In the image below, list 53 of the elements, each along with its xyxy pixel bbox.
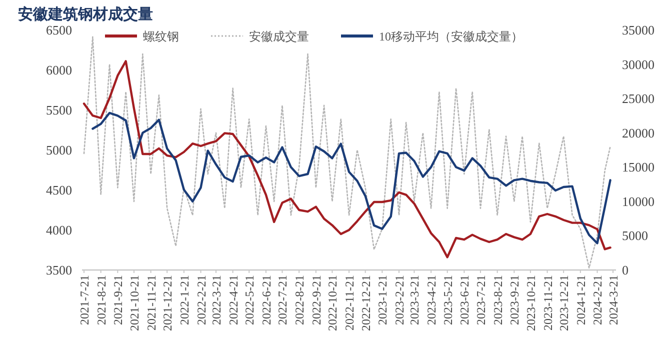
x-tick-label: 2023-11-21: [540, 275, 555, 331]
x-tick-label: 2021-7-21: [78, 275, 92, 325]
y-tick-label: 3500: [46, 262, 72, 278]
y2-tick-label: 10000: [622, 194, 654, 209]
x-tick-label: 2023-12-21: [557, 275, 572, 331]
x-tick-label: 2024-1-21: [574, 275, 588, 325]
x-tick-label: 2022-7-21: [276, 275, 290, 325]
x-tick-label: 2022-10-21: [326, 275, 340, 331]
x-tick-label: 2021-12-21: [160, 275, 175, 331]
x-tick-label: 2023-8-21: [490, 275, 505, 325]
x-tick-label: 2022-11-21: [342, 275, 357, 331]
x-tick-label: 2022-1-21: [177, 275, 192, 325]
x-tick-label: 2022-9-21: [309, 275, 324, 325]
chart-title: 安徽建筑钢材成交量: [18, 5, 153, 23]
y-tick-label: 6500: [46, 22, 72, 38]
x-tick-label: 2023-2-21: [392, 275, 407, 325]
x-tick-label: 2023-5-21: [440, 275, 455, 325]
x-tick-label: 2023-4-21: [424, 275, 439, 325]
x-tick-label: 2023-10-21: [524, 275, 538, 331]
y2-tick-label: 30000: [622, 56, 654, 72]
x-tick-label: 2024-3-21: [606, 275, 620, 325]
y-tick-label: 5500: [46, 102, 72, 118]
x-tick-label: 2023-9-21: [508, 275, 522, 325]
x-tick-label: 2024-2-21: [590, 275, 605, 325]
y-tick-label: 6000: [46, 62, 72, 78]
x-tick-label: 2022-3-21: [209, 275, 224, 325]
x-tick-label: 2023-6-21: [458, 275, 472, 325]
legend-label: 螺纹钢: [143, 30, 179, 44]
x-tick-label: 2022-12-21: [358, 275, 373, 331]
x-tick-label: 2021-9-21: [111, 275, 126, 325]
x-tick-label: 2022-8-21: [292, 275, 307, 325]
x-tick-label: 2023-3-21: [408, 275, 422, 325]
legend-label: 10移动平均（安徽成交量）: [379, 30, 523, 44]
x-tick-label: 2023-7-21: [474, 275, 488, 325]
x-tick-label: 2022-2-21: [194, 275, 208, 325]
y2-tick-label: 5000: [622, 228, 648, 244]
x-tick-label: 2022-5-21: [242, 275, 257, 325]
y2-tick-label: 35000: [622, 22, 654, 38]
y2-tick-label: 0: [622, 262, 628, 278]
x-tick-label: 2023-1-21: [376, 275, 390, 325]
y-tick-label: 4000: [46, 222, 72, 238]
y2-tick-label: 25000: [622, 91, 654, 106]
legend-label: 安徽成交量: [249, 30, 309, 44]
x-tick-label: 2021-11-21: [144, 275, 158, 331]
x-tick-label: 2021-8-21: [94, 275, 108, 325]
y2-tick-label: 15000: [622, 160, 654, 175]
x-tick-label: 2022-4-21: [226, 275, 240, 325]
y-tick-label: 4500: [46, 182, 72, 198]
x-tick-label: 2021-10-21: [127, 275, 142, 331]
y2-tick-label: 20000: [622, 125, 654, 140]
x-tick-label: 2022-6-21: [259, 275, 274, 325]
y-tick-label: 5000: [46, 142, 72, 158]
line-series: [92, 112, 612, 244]
